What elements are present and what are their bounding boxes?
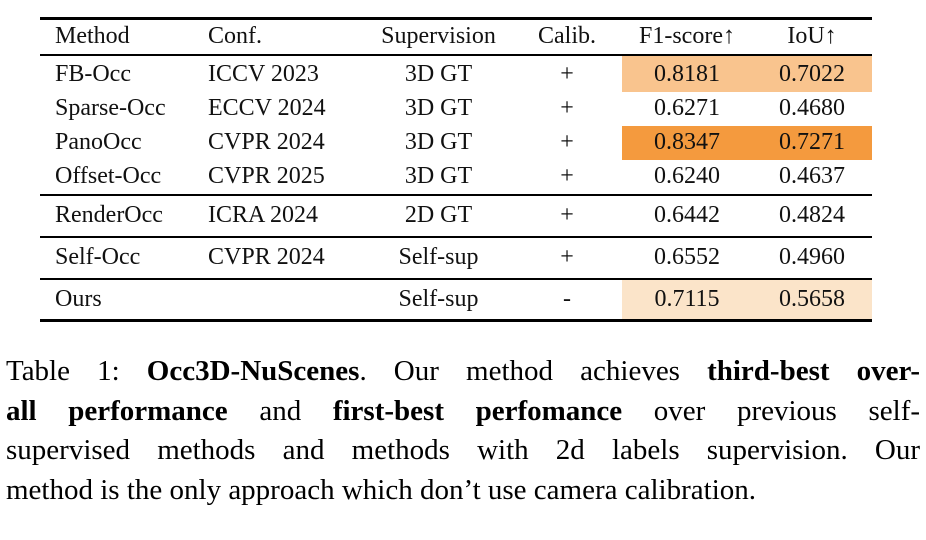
table-caption: Table 1: Occ3D-NuScenes. Our method achi… xyxy=(6,352,920,510)
cell-conf: CVPR 2024 xyxy=(208,129,325,155)
cell-calib: - xyxy=(512,278,622,321)
table-row: Self-Occ CVPR 2024 Self-sup +0.6552 0.4960 xyxy=(40,236,872,279)
cell-method: Sparse-Occ xyxy=(55,95,166,121)
cell-iou: 0.7271 xyxy=(752,126,872,160)
cell-f1: 0.6240 xyxy=(654,163,720,189)
caption-text: over previous self- xyxy=(622,394,921,427)
table-row: RenderOcc ICRA 2024 2D GT +0.6442 0.4824 xyxy=(40,194,872,237)
cell-iou: 0.5658 xyxy=(752,278,872,321)
table-row: Ours Self-sup -0.7115 0.5658 xyxy=(40,278,872,321)
cell-method: FB-Occ xyxy=(55,61,131,87)
table-row: Sparse-Occ ECCV 2024 3D GT +0.6271 0.4680 xyxy=(40,92,872,126)
column-header-iou: IoU↑ xyxy=(752,18,872,56)
caption-bold-text: third-best over- xyxy=(707,355,920,387)
cell-calib: + xyxy=(560,163,574,189)
cell-method: PanoOcc xyxy=(55,129,142,155)
cell-conf: CVPR 2025 xyxy=(208,163,325,189)
cell-f1: 0.6271 xyxy=(654,95,720,121)
cell-calib: + xyxy=(560,95,574,121)
cell-method: Self-Occ xyxy=(40,236,208,279)
table-row: PanoOcc CVPR 2024 3D GT +0.8347 0.7271 xyxy=(40,126,872,160)
cell-iou: 0.4680 xyxy=(779,95,845,121)
caption-bold-text: all performance xyxy=(6,394,228,427)
caption-line: all performance and first-best perfomanc… xyxy=(6,392,920,432)
cell-calib: + xyxy=(560,129,574,155)
caption-text: and xyxy=(227,394,333,427)
cell-f1: 0.6442 xyxy=(622,194,752,237)
cell-conf: ICRA 2024 xyxy=(208,194,365,237)
cell-f1: 0.8181 xyxy=(622,55,752,92)
cell-conf: ECCV 2024 xyxy=(208,95,326,121)
cell-supervision: 3D GT xyxy=(404,95,473,121)
cell-calib: + xyxy=(512,236,622,279)
cell-f1: 0.7115 xyxy=(622,278,752,321)
cell-iou: 0.4637 xyxy=(779,163,845,189)
cell-method: Offset-Occ xyxy=(55,163,162,189)
cell-supervision: Self-sup xyxy=(365,236,512,279)
cell-iou: 0.7022 xyxy=(752,55,872,92)
cell-supervision: 3D GT xyxy=(404,61,473,87)
cell-conf: CVPR 2024 xyxy=(208,236,365,279)
column-header-calib: Calib. xyxy=(512,18,622,56)
column-header-f1-score: F1-score↑ xyxy=(622,18,752,56)
table-header-row: Method Conf. Supervision Calib. F1-score… xyxy=(40,18,872,56)
paper-page: Method Conf. Supervision Calib. F1-score… xyxy=(0,17,926,540)
cell-supervision: 3D GT xyxy=(404,129,473,155)
table-row: Offset-Occ CVPR 2025 3D GT +0.6240 0.4637 xyxy=(40,160,872,195)
cell-supervision: 3D GT xyxy=(404,163,473,189)
caption-line: supervised methods and methods with 2d l… xyxy=(6,431,920,471)
caption-bold-text: first-best perfomance xyxy=(332,394,623,427)
table-row: FB-Occ ICCV 2023 3D GT +0.8181 0.7022 xyxy=(40,55,872,92)
caption-bold-text: Occ3D-NuScenes xyxy=(146,355,360,387)
results-table-body: FB-Occ ICCV 2023 3D GT +0.8181 0.7022 Sparse-… xyxy=(40,55,872,321)
cell-iou: 0.4960 xyxy=(752,236,872,279)
column-header-conf: Conf. xyxy=(208,18,365,56)
caption-text: supervised methods and methods with 2d l… xyxy=(6,434,920,466)
column-header-method: Method xyxy=(40,18,208,56)
results-table: Method Conf. Supervision Calib. F1-score… xyxy=(40,17,872,322)
caption-line: Table 1: Occ3D-NuScenes. Our method achi… xyxy=(6,352,920,392)
cell-conf xyxy=(208,278,365,321)
caption-line: method is the only approach which don’t … xyxy=(6,471,920,511)
caption-text: . Our method achieves xyxy=(359,355,708,387)
cell-method: RenderOcc xyxy=(40,194,208,237)
cell-iou: 0.4824 xyxy=(752,194,872,237)
caption-text: Table 1: xyxy=(6,355,147,387)
cell-method: Ours xyxy=(40,278,208,321)
cell-f1: 0.8347 xyxy=(622,126,752,160)
cell-calib: + xyxy=(560,61,574,87)
cell-supervision: 2D GT xyxy=(365,194,512,237)
cell-f1: 0.6552 xyxy=(622,236,752,279)
column-header-supervision: Supervision xyxy=(365,18,512,56)
cell-supervision: Self-sup xyxy=(365,278,512,321)
caption-text: method is the only approach which don’t … xyxy=(6,473,757,506)
cell-calib: + xyxy=(512,194,622,237)
cell-conf: ICCV 2023 xyxy=(208,61,319,87)
